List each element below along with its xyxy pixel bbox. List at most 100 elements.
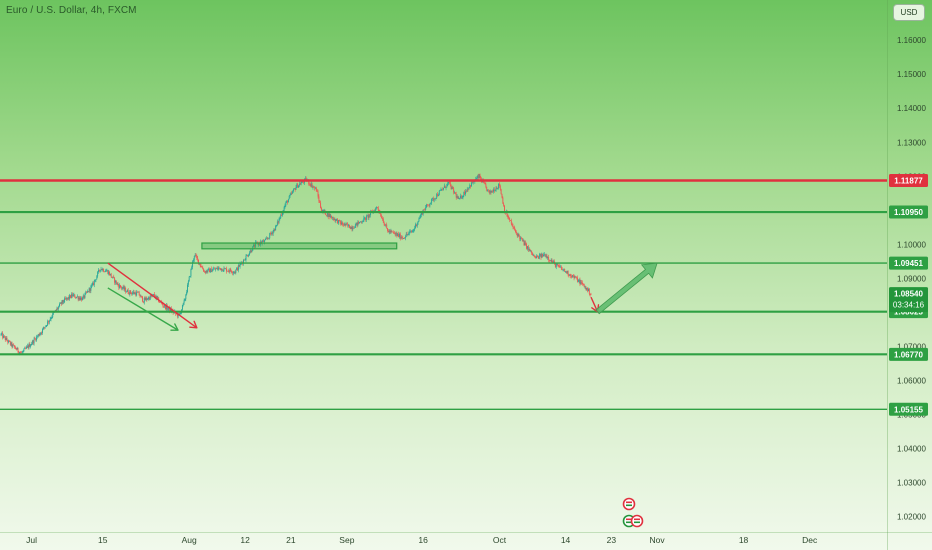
candle-body [148, 297, 150, 300]
candle-body [113, 276, 115, 278]
candle-body [182, 302, 184, 305]
candle-body [234, 271, 236, 273]
candle-body [457, 196, 459, 199]
candle-body [156, 296, 158, 298]
price-level-label: 1.10950 [894, 208, 923, 217]
candle-body [114, 277, 116, 283]
candle-body [315, 187, 317, 192]
candle-body [29, 344, 31, 347]
candle-body [426, 204, 428, 206]
candle-body [18, 351, 20, 354]
candle-body [215, 267, 217, 269]
candle-body [238, 265, 240, 267]
candle-body [551, 259, 553, 263]
candle-body [6, 338, 8, 341]
candle-body [423, 209, 425, 211]
candle-body [180, 313, 182, 314]
candle-body [298, 185, 299, 188]
candle-body [45, 325, 47, 327]
candle-body [326, 213, 328, 216]
trend-arrow-head [170, 323, 179, 331]
candle-body [12, 344, 14, 347]
candle-body [259, 242, 261, 245]
candle-body [347, 224, 349, 226]
candle-body [522, 240, 524, 241]
candle-body [409, 231, 411, 233]
flag-icon[interactable] [630, 514, 644, 528]
candle-body [527, 246, 529, 250]
candle-body [351, 226, 353, 230]
candle-body [403, 238, 405, 239]
candle-body [443, 187, 444, 190]
candle-body [65, 298, 67, 300]
candle-body [101, 268, 103, 271]
candle-body [557, 264, 559, 266]
candle-body [164, 304, 166, 307]
candle-body [327, 213, 329, 218]
candle-body [68, 297, 70, 299]
candle-body [138, 291, 140, 296]
candle-body [41, 332, 43, 334]
candle-body [236, 267, 238, 270]
candle-body [217, 268, 219, 270]
candle-body [487, 189, 489, 191]
candle-body [513, 227, 515, 228]
flag-icon[interactable] [622, 497, 636, 511]
candle-body [554, 262, 556, 268]
candle-body [493, 189, 495, 192]
candle-body [185, 294, 187, 300]
event-markers[interactable] [622, 497, 644, 528]
candle-body [435, 198, 437, 199]
candle-body [76, 296, 77, 298]
candle-body [192, 261, 194, 268]
candle-body [200, 265, 202, 267]
candle-body [537, 256, 539, 259]
candle-body [587, 288, 589, 292]
candle-body [192, 259, 194, 262]
candle-body [243, 259, 245, 261]
candle-body [537, 255, 539, 257]
candle-body [550, 259, 552, 262]
candle-body [251, 250, 253, 252]
candle-body [266, 238, 268, 240]
candle-body [456, 196, 458, 198]
candle-body [110, 273, 112, 277]
candle-body [80, 297, 82, 300]
candle-body [107, 270, 109, 274]
candle-body [559, 265, 561, 268]
price-axis[interactable]: 1.020001.030001.040001.050001.060001.070… [897, 36, 926, 522]
candle-body [221, 268, 223, 271]
candle-body [531, 250, 533, 254]
candle-body [300, 182, 302, 185]
candle-body [461, 197, 463, 199]
candle-body [519, 236, 521, 240]
candle-body [75, 297, 77, 299]
candle-body [524, 242, 526, 246]
time-axis[interactable]: Jul 15 Aug 12 21 Sep 16 Oct 14 23 Nov 18 Dec [26, 535, 818, 545]
candle-body [95, 279, 97, 280]
candle-body [459, 198, 461, 199]
candle-body [11, 342, 13, 347]
candle-body [70, 295, 71, 298]
currency-button[interactable]: USD [893, 4, 925, 21]
candle-body [404, 238, 405, 239]
candle-body [495, 187, 497, 191]
price-level-label: 1.06770 [894, 350, 923, 359]
candle-body [202, 267, 204, 270]
candle-body [354, 227, 355, 229]
candle-body [445, 187, 447, 188]
candle-body [226, 268, 227, 272]
candle-body [231, 271, 233, 273]
candle-body [267, 238, 269, 239]
candle-body [93, 280, 95, 285]
candle-body [498, 183, 500, 189]
candle-body [77, 296, 79, 300]
candle-body [437, 194, 439, 196]
candle-body [556, 264, 558, 265]
candle-body [210, 268, 212, 273]
candle-body [27, 346, 29, 348]
candle-body [79, 297, 81, 300]
candle-body [144, 298, 146, 301]
candle-body [25, 348, 27, 349]
